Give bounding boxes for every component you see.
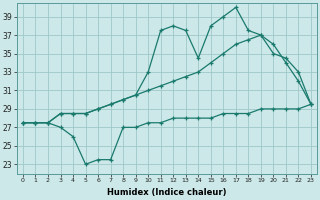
- X-axis label: Humidex (Indice chaleur): Humidex (Indice chaleur): [107, 188, 227, 197]
